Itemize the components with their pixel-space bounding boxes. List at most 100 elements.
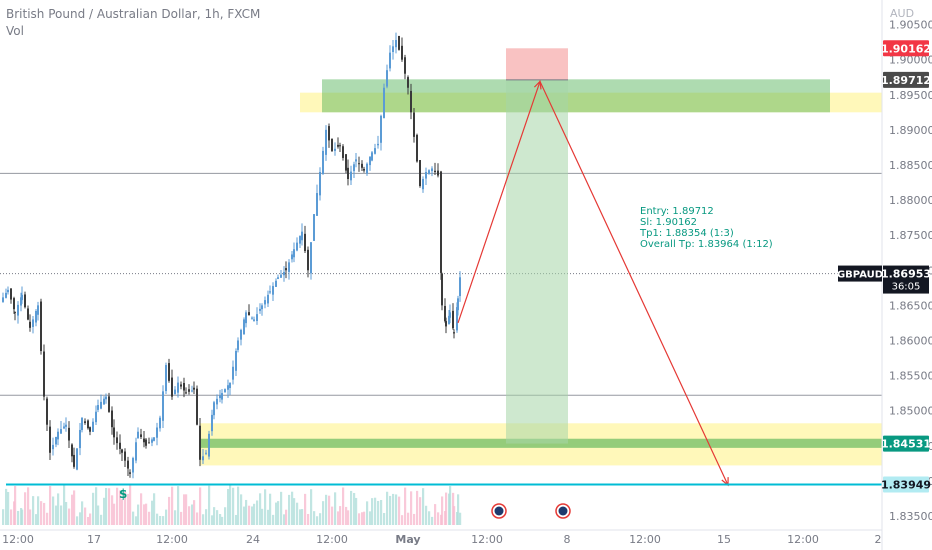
candle-body xyxy=(353,164,355,172)
candle-body xyxy=(87,420,89,429)
volume-bar xyxy=(371,498,374,525)
candle-body xyxy=(14,311,16,313)
volume-bar xyxy=(243,506,246,525)
volume-bar xyxy=(199,487,202,525)
volume-bar xyxy=(135,516,138,525)
candle-body xyxy=(10,288,12,300)
volume-bar xyxy=(331,506,334,525)
candle-body xyxy=(183,382,185,391)
volume-bar xyxy=(7,491,10,525)
candle-body xyxy=(153,437,155,441)
candle-body xyxy=(422,179,424,190)
volume-bar xyxy=(165,509,168,525)
candle-body xyxy=(283,272,285,276)
volume-bar xyxy=(366,501,369,525)
volume-bar xyxy=(205,509,208,525)
candle-body xyxy=(162,391,164,421)
last-price-bg xyxy=(883,265,929,294)
volume-bar xyxy=(208,485,211,525)
candle-body xyxy=(453,332,455,334)
volume-bar xyxy=(55,505,58,525)
candle-body xyxy=(437,170,439,176)
volume-bar xyxy=(267,509,270,525)
volume-bar xyxy=(449,486,452,525)
volume-bar xyxy=(347,510,350,525)
candle-body xyxy=(92,421,94,432)
candle-body xyxy=(342,146,344,158)
chart-title: British Pound / Australian Dollar, 1h, F… xyxy=(6,7,261,21)
volume-bar xyxy=(105,488,108,525)
volume-bar xyxy=(32,496,35,525)
y-tick-label: 1.86500 xyxy=(889,299,932,312)
candle-body xyxy=(37,305,39,315)
x-tick-label: 2 xyxy=(875,533,882,546)
volume-bar xyxy=(342,487,345,525)
volume-bar xyxy=(322,501,325,525)
volume-bar xyxy=(113,503,116,525)
candle-body xyxy=(431,168,433,172)
candle-body xyxy=(21,294,23,301)
candle-body xyxy=(2,297,4,302)
candle-body xyxy=(159,417,161,429)
entry-price-label: 1.89712 xyxy=(881,74,931,87)
trade-annotation: Entry: 1.89712 Sl: 1.90162 Tp1: 1.88354 … xyxy=(640,206,773,250)
candle-body xyxy=(148,442,150,444)
volume-bar xyxy=(269,493,272,525)
candle-body xyxy=(180,384,182,387)
candle-body xyxy=(49,426,51,453)
volume-bar xyxy=(316,516,319,525)
candle-body xyxy=(55,436,57,445)
volume-bar xyxy=(407,512,410,525)
candle-body xyxy=(40,301,42,351)
volume-bar xyxy=(319,513,322,525)
volume-bar xyxy=(272,514,275,525)
x-tick-label: 12:00 xyxy=(629,533,661,546)
volume-bar xyxy=(81,501,84,525)
candle-body xyxy=(129,472,131,474)
volume-bar xyxy=(224,507,227,525)
volume-bar xyxy=(277,501,280,525)
volume-bar xyxy=(63,485,66,525)
volume-bar xyxy=(153,493,156,525)
volume-bar xyxy=(313,511,316,525)
candle-body xyxy=(232,366,234,380)
volume-bar xyxy=(95,487,98,525)
dividend-icon: $ xyxy=(119,487,127,501)
volume-bar xyxy=(52,496,55,525)
volume-bar xyxy=(235,514,238,525)
volume-bar xyxy=(137,504,140,525)
candle-body xyxy=(275,280,277,287)
volume-bar xyxy=(374,497,377,525)
volume-bar xyxy=(79,512,82,525)
candle-body xyxy=(296,242,298,251)
candle-body xyxy=(350,171,352,181)
volume-bar xyxy=(310,489,313,525)
candle-body xyxy=(52,444,54,450)
candle-body xyxy=(355,159,357,162)
volume-bar xyxy=(151,500,154,525)
x-tick-label: 15 xyxy=(717,533,731,546)
volume-bar xyxy=(162,516,165,525)
candle-body xyxy=(24,294,26,308)
volume-bar xyxy=(288,494,291,525)
volume-bar xyxy=(14,485,17,525)
y-tick-label: 1.89000 xyxy=(889,124,932,137)
candle-body xyxy=(264,300,266,305)
candle-body xyxy=(73,454,75,467)
candle-body xyxy=(124,451,126,461)
candle-body xyxy=(449,312,451,318)
annotation-overall-tp: Overall Tp: 1.83964 (1:12) xyxy=(640,239,773,250)
volume-bar xyxy=(159,515,162,525)
candle-body xyxy=(177,382,179,393)
candle-body xyxy=(440,171,442,273)
candle-body xyxy=(310,242,312,274)
volume-bar xyxy=(27,487,30,525)
candle-body xyxy=(168,363,170,381)
volume-bar xyxy=(97,505,100,525)
volume-bar xyxy=(275,502,278,525)
candle-body xyxy=(392,46,394,53)
candle-body xyxy=(269,291,271,293)
candle-body xyxy=(261,305,263,310)
volume-bar xyxy=(76,516,79,525)
